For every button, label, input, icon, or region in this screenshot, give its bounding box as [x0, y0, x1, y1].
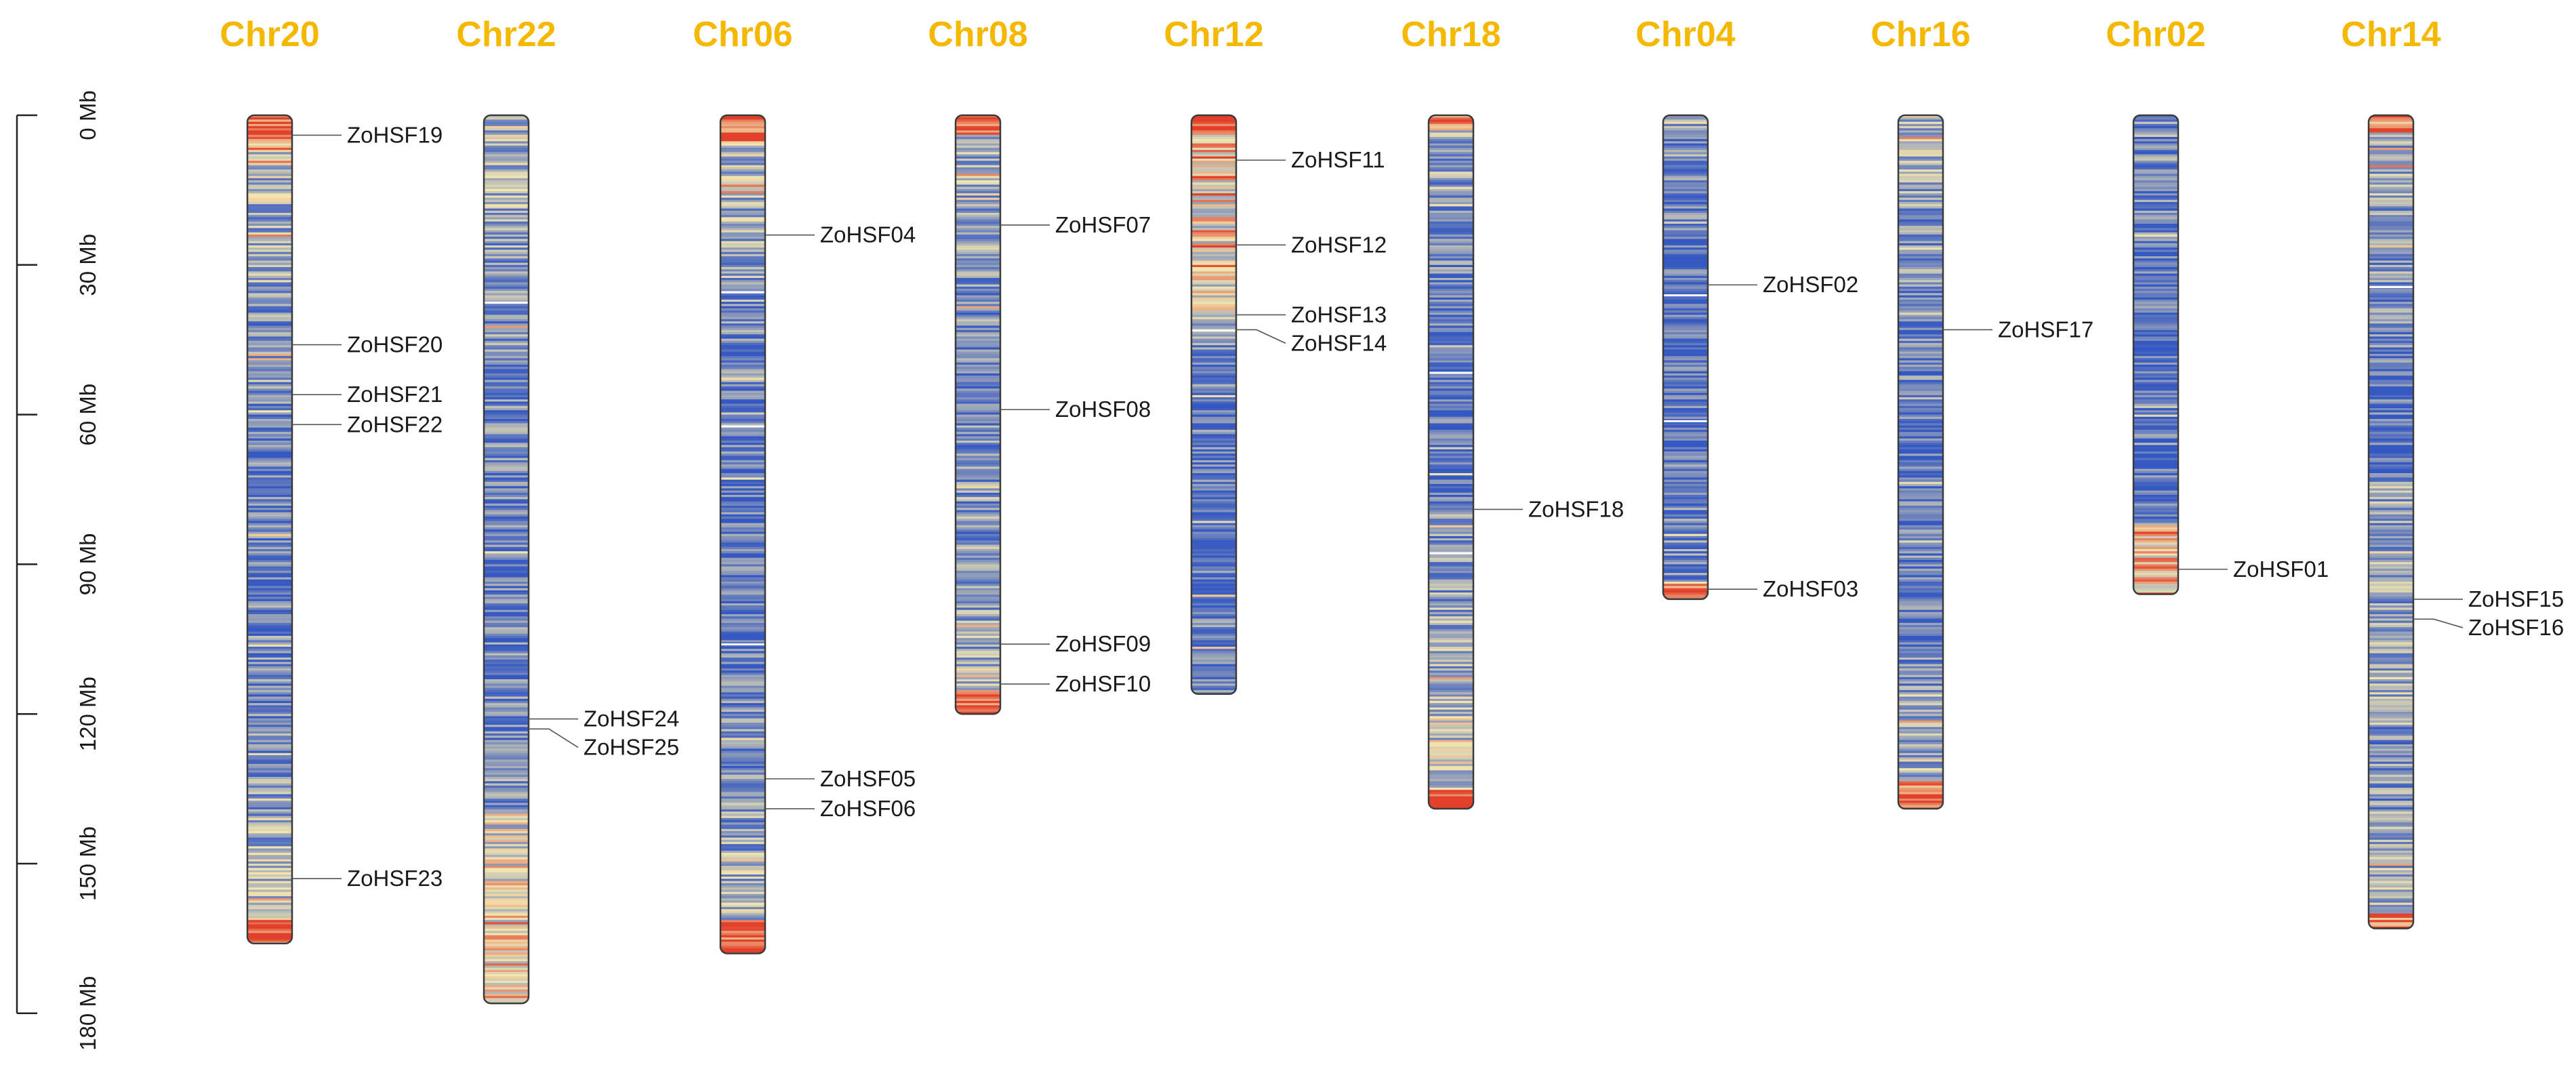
chromosome-title: Chr02: [2106, 15, 2205, 54]
chromosome-chr14: Chr14 ZoHSF15 ZoHSF16: [2341, 15, 2564, 929]
gene-connector-line: [529, 728, 579, 748]
scale-tick-label: 90 Mb: [75, 534, 100, 596]
gene-label: ZoHSF02: [1763, 272, 1858, 297]
scale-tick-label: 120 Mb: [75, 677, 100, 751]
gene-label: ZoHSF11: [1291, 147, 1385, 172]
gene-label: ZoHSF01: [2233, 557, 2329, 582]
chromosome-title: Chr18: [1401, 15, 1500, 54]
chromosome-chr20: Chr20 ZoHSF19 ZoHSF20 ZoHSF21 ZoHSF22 ZoHSF23: [220, 15, 443, 945]
chromosome-group: Chr20 ZoHSF19 ZoHSF20 ZoHSF21 ZoHSF22 ZoHSF23…: [220, 15, 2564, 1005]
gene-label: ZoHSF04: [820, 222, 916, 247]
scale-tick-label: 150 Mb: [75, 826, 100, 901]
chromosome-outline: [1897, 114, 1944, 810]
chromosome-density-bar: [1898, 115, 1943, 809]
gene-label: ZoHSF13: [1291, 302, 1387, 327]
gene-label: ZoHSF19: [347, 122, 443, 147]
gene-label: ZoHSF15: [2468, 586, 2564, 611]
chromosome-outline: [483, 114, 530, 1005]
gene-label: ZoHSF10: [1055, 671, 1151, 696]
chromosome-chr16: Chr16 ZoHSF17: [1870, 15, 2093, 810]
chromosome-outline: [246, 114, 293, 945]
scale-tick-label: 60 Mb: [75, 384, 100, 446]
chromosome-title: Chr22: [456, 15, 556, 54]
chromosome-density-bar: [1429, 115, 1473, 809]
scale-tick-label: 30 Mb: [75, 234, 100, 296]
chromosome-chr06: Chr06 ZoHSF04 ZoHSF05 ZoHSF06: [693, 15, 916, 954]
gene-label: ZoHSF07: [1055, 212, 1151, 237]
gene-label: ZoHSF25: [584, 735, 679, 760]
chromosome-density-bar: [720, 115, 765, 954]
chromosome-outline: [954, 114, 1002, 715]
chromosome-density-bar: [247, 115, 292, 944]
gene-label: ZoHSF05: [820, 766, 916, 791]
chromosome-title: Chr14: [2341, 15, 2440, 54]
gene-label: ZoHSF22: [347, 411, 443, 437]
chromosome-chr04: Chr04 ZoHSF02 ZoHSF03: [1635, 15, 1858, 601]
chromosome-title: Chr12: [1164, 15, 1263, 54]
gene-label: ZoHSF18: [1528, 496, 1624, 521]
chromosome-chr12: Chr12 ZoHSF11 ZoHSF12 ZoHSF13 ZoHSF14: [1164, 15, 1387, 696]
scale-bar: 0 Mb 30 Mb 60 Mb 90 Mb 120 Mb 150 Mb 180 Mb: [16, 90, 100, 1051]
chromosome-outline: [1662, 114, 1709, 601]
scale-tick-label: 180 Mb: [75, 976, 100, 1051]
chromosome-density-bar: [2133, 115, 2178, 595]
chromosome-title: Chr06: [693, 15, 792, 54]
chromosome-density-bar: [484, 115, 529, 1004]
chromosome-density-bar: [956, 115, 1000, 714]
gene-label: ZoHSF06: [820, 796, 916, 821]
chromosome-chr02: Chr02 ZoHSF01: [2106, 15, 2329, 595]
chromosome-title: Chr20: [220, 15, 319, 54]
chromosome-title: Chr08: [928, 15, 1027, 54]
chromosome-outline: [1190, 114, 1238, 696]
gene-label: ZoHSF14: [1291, 330, 1387, 355]
chromosome-outline: [2367, 114, 2415, 929]
gene-label: ZoHSF08: [1055, 397, 1151, 422]
chromosome-chr18: Chr18 ZoHSF18: [1401, 15, 1624, 810]
chromosome-density-bar: [1663, 115, 1708, 599]
chromosome-density-bar: [1191, 115, 1236, 694]
gene-label: ZoHSF12: [1291, 232, 1387, 257]
gene-label: ZoHSF20: [347, 332, 443, 357]
chromosome-title: Chr04: [1635, 15, 1735, 54]
chromosome-outline: [719, 114, 766, 954]
gene-label: ZoHSF17: [1998, 317, 2093, 342]
chromosome-chr22: Chr22 ZoHSF24 ZoHSF25: [456, 15, 679, 1005]
chromosome-title: Chr16: [1870, 15, 1970, 54]
gene-label: ZoHSF24: [584, 706, 679, 731]
gene-label: ZoHSF09: [1055, 631, 1151, 656]
gene-label: ZoHSF21: [347, 382, 443, 407]
chromosome-outline: [1427, 114, 1475, 810]
chromosome-chr08: Chr08 ZoHSF07 ZoHSF08 ZoHSF09 ZoHSF10: [928, 15, 1151, 715]
gene-label: ZoHSF23: [347, 866, 443, 891]
chromosome-density-bar: [2369, 115, 2413, 929]
gene-connector-line: [2413, 618, 2463, 628]
scale-tick-label: 0 Mb: [75, 90, 100, 140]
gene-connector-line: [1236, 329, 1286, 344]
chromosome-outline: [2132, 114, 2180, 595]
gene-label: ZoHSF03: [1763, 576, 1858, 601]
gene-label: ZoHSF16: [2468, 615, 2564, 640]
